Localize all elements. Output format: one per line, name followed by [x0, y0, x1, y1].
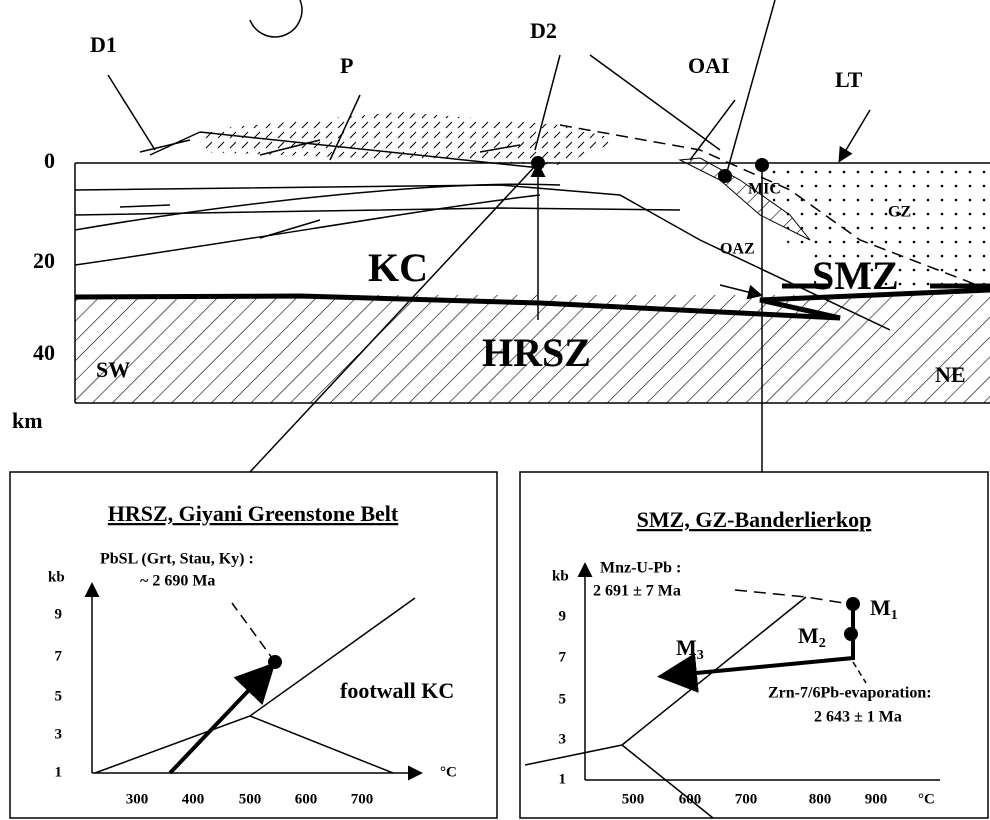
- stage-index: 3: [697, 648, 704, 663]
- pt-path: [170, 668, 270, 773]
- stage-label: M3: [676, 635, 704, 663]
- y-tick-label: 7: [559, 649, 567, 665]
- boundary: [525, 597, 806, 818]
- stage-label: M1: [870, 595, 898, 623]
- y-unit: kb: [48, 569, 65, 585]
- annotation: PbSL (Grt, Stau, Ky) :: [100, 551, 254, 568]
- label: GZ: [888, 204, 911, 221]
- label: OAI: [688, 53, 730, 78]
- pt-point: [846, 597, 860, 611]
- annotation: 2 691 ± 7 Ma: [593, 583, 681, 600]
- y-tick-label: 1: [559, 771, 567, 787]
- leader: [727, 0, 775, 172]
- y-tick-label: 3: [559, 731, 567, 747]
- depth-tick: 20: [33, 248, 55, 273]
- x-tick-label: 300: [126, 791, 149, 807]
- stage-index: 1: [891, 608, 898, 623]
- label: D1: [90, 32, 117, 57]
- x-tick-label: 400: [182, 791, 205, 807]
- label: D2: [530, 18, 557, 43]
- depth-tick: 0: [44, 148, 55, 173]
- pt-point: [844, 627, 858, 641]
- y-unit: kb: [552, 568, 569, 584]
- y-tick-label: 1: [55, 764, 63, 780]
- x-tick-label: 500: [622, 791, 645, 807]
- label: LT: [835, 67, 863, 92]
- annotation: Mnz-U-Pb :: [600, 560, 681, 577]
- x-tick-label: 500: [239, 791, 262, 807]
- x-tick-label: 900: [865, 791, 888, 807]
- y-tick-label: 7: [55, 648, 63, 664]
- y-tick-label: 3: [55, 726, 63, 742]
- y-tick-label: 5: [55, 688, 63, 704]
- panel-title: SMZ, GZ-Banderlierkop: [637, 507, 872, 532]
- y-tick-label: 9: [559, 608, 567, 624]
- cross-section: D1 P D2 OAI LT MIC GZ OAZ KC SMZ HRSZ SW…: [12, 0, 990, 472]
- panel-title: HRSZ, Giyani Greenstone Belt: [108, 501, 399, 526]
- pointer: [232, 603, 275, 662]
- diagram: D1 P D2 OAI LT MIC GZ OAZ KC SMZ HRSZ SW…: [0, 0, 990, 820]
- stage-letter: M: [870, 595, 891, 620]
- thrust: [75, 208, 680, 215]
- x-unit: °C: [440, 764, 457, 780]
- y-tick-label: 5: [559, 691, 567, 707]
- label: SW: [96, 357, 130, 382]
- sample-point: [718, 169, 732, 183]
- y-tick-label: 9: [55, 606, 63, 622]
- stage-label: M2: [798, 623, 826, 651]
- x-tick-label: 700: [351, 791, 374, 807]
- pointer: [853, 662, 866, 683]
- label: MIC: [748, 181, 781, 198]
- label: HRSZ: [482, 330, 591, 375]
- x-tick-label: 800: [809, 791, 832, 807]
- annotation: 2 643 ± 1 Ma: [814, 709, 902, 726]
- label: P: [340, 53, 353, 78]
- thrust: [75, 184, 560, 230]
- depth-tick: 40: [33, 340, 55, 365]
- left-panel: HRSZ, Giyani Greenstone Belt kb °C 1 3 5 7 9…: [10, 472, 497, 818]
- pointer: [735, 590, 850, 604]
- stage-index: 2: [819, 636, 826, 651]
- depth-unit: km: [12, 408, 43, 433]
- annotation: ~ 2 690 Ma: [140, 573, 215, 590]
- label: OAZ: [720, 241, 755, 258]
- label: KC: [368, 245, 428, 290]
- label: SMZ: [812, 253, 899, 298]
- arc: [250, 0, 302, 37]
- x-tick-label: 700: [735, 791, 758, 807]
- stage-letter: M: [798, 623, 819, 648]
- x-tick-label: 600: [295, 791, 318, 807]
- stage-letter: M: [676, 635, 697, 660]
- field-label: footwall KC: [340, 678, 454, 703]
- label: NE: [935, 362, 966, 387]
- annotation: Zrn-7/6Pb-evaporation:: [768, 685, 932, 702]
- x-unit: °C: [918, 791, 935, 807]
